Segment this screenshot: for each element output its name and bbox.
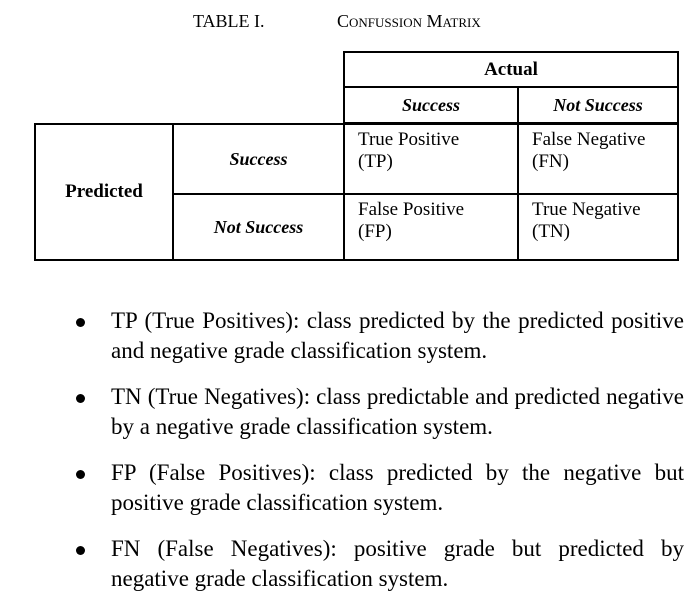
cell-tn-abbr: (TN) (532, 221, 570, 242)
bullet-icon (76, 470, 85, 479)
cell-tp-abbr: (TP) (358, 151, 393, 172)
predicted-row-success: Success (172, 123, 345, 195)
cell-false-negative: False Negative (FN) (517, 123, 679, 195)
actual-col-success: Success (343, 86, 519, 124)
list-item: FN (False Negatives): positive grade but… (0, 534, 697, 596)
bullet-icon (76, 546, 85, 555)
cell-fn-abbr: (FN) (532, 151, 569, 172)
cell-tn-name: True Negative (532, 199, 641, 220)
list-item-text: TP (True Positives): class predicted by … (111, 308, 684, 363)
list-item-text: FN (False Negatives): positive grade but… (111, 536, 684, 591)
list-item-text: TN (True Negatives): class predictable a… (111, 384, 684, 439)
predicted-row-not-success: Not Success (172, 193, 345, 261)
bullet-icon (76, 394, 85, 403)
table-label: TABLE I. (193, 11, 265, 31)
cell-false-positive: False Positive (FP) (343, 193, 519, 261)
cell-tp-name: True Positive (358, 129, 460, 150)
table-title: Confussion Matrix (337, 11, 481, 31)
list-item: TP (True Positives): class predicted by … (0, 306, 697, 368)
predicted-header: Predicted (34, 123, 174, 261)
cell-true-negative: True Negative (TN) (517, 193, 679, 261)
cell-fp-name: False Positive (358, 199, 465, 220)
cell-true-positive: True Positive (TP) (343, 123, 519, 195)
list-item-text: FP (False Positives): class predicted by… (111, 460, 684, 515)
actual-header: Actual (343, 51, 679, 88)
cell-fn-name: False Negative (532, 129, 646, 150)
bullet-icon (76, 318, 85, 327)
cell-fp-abbr: (FP) (358, 221, 392, 242)
list-item: TN (True Negatives): class predictable a… (0, 382, 697, 444)
list-item: FP (False Positives): class predicted by… (0, 458, 697, 520)
actual-col-not-success: Not Success (517, 86, 679, 124)
